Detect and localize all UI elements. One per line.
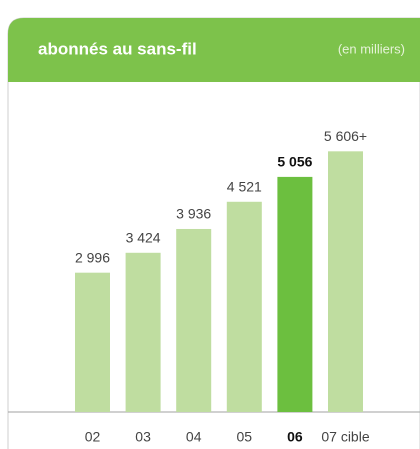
x-tick-label: 06 — [287, 429, 303, 445]
value-label: 3 936 — [176, 206, 211, 222]
x-tick-label: 05 — [237, 429, 253, 445]
x-tick-label: 03 — [135, 429, 151, 445]
bar — [226, 201, 262, 412]
bar — [277, 176, 313, 412]
bar — [328, 151, 363, 413]
value-label: 5 056 — [277, 154, 312, 170]
value-label: 4 521 — [227, 178, 262, 194]
header-band — [8, 18, 420, 82]
value-label: 3 424 — [126, 229, 161, 245]
x-tick-label: 04 — [186, 429, 202, 445]
x-tick-label: 02 — [85, 429, 101, 445]
bar — [176, 228, 212, 412]
bar — [75, 272, 110, 412]
chart-subtitle: (en milliers) — [338, 41, 405, 56]
chart-title: abonnés au sans-fil — [38, 39, 197, 58]
value-label: 5 606+ — [324, 128, 367, 144]
value-label: 2 996 — [75, 249, 110, 265]
bar — [125, 252, 161, 412]
x-tick-label: 07 cible — [321, 429, 369, 445]
